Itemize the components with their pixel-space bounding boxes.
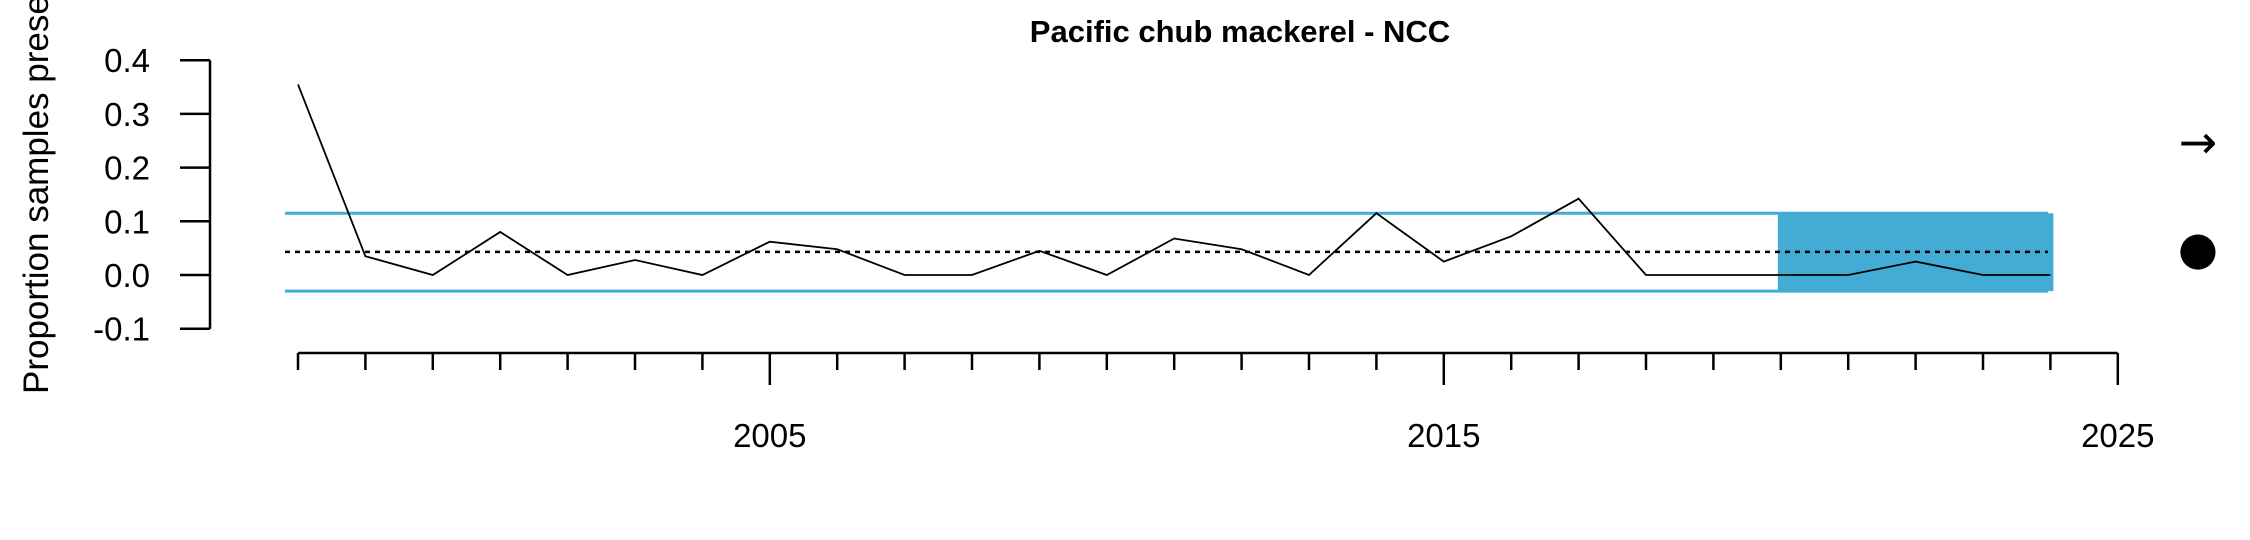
x-tick-label-0: 2005	[733, 417, 806, 454]
y-tick-label-4: 0.0	[104, 257, 150, 294]
chart-title: Pacific chub mackerel - NCC	[1030, 14, 1450, 49]
y-tick-label-2: 0.2	[104, 150, 150, 187]
mean-indicator-dot-icon: ●	[2178, 221, 2218, 275]
x-tick-label-2: 2025	[2081, 417, 2154, 454]
trend-arrow-icon: →	[2179, 115, 2218, 169]
y-tick-label-1: 0.3	[104, 96, 150, 133]
y-axis-title: Proportion samples present	[17, 0, 56, 394]
y-tick-label-3: 0.1	[104, 203, 150, 240]
y-tick-label-0: 0.4	[104, 42, 150, 79]
x-tick-label-1: 2015	[1407, 417, 1480, 454]
y-tick-label-5: -0.1	[93, 311, 150, 348]
